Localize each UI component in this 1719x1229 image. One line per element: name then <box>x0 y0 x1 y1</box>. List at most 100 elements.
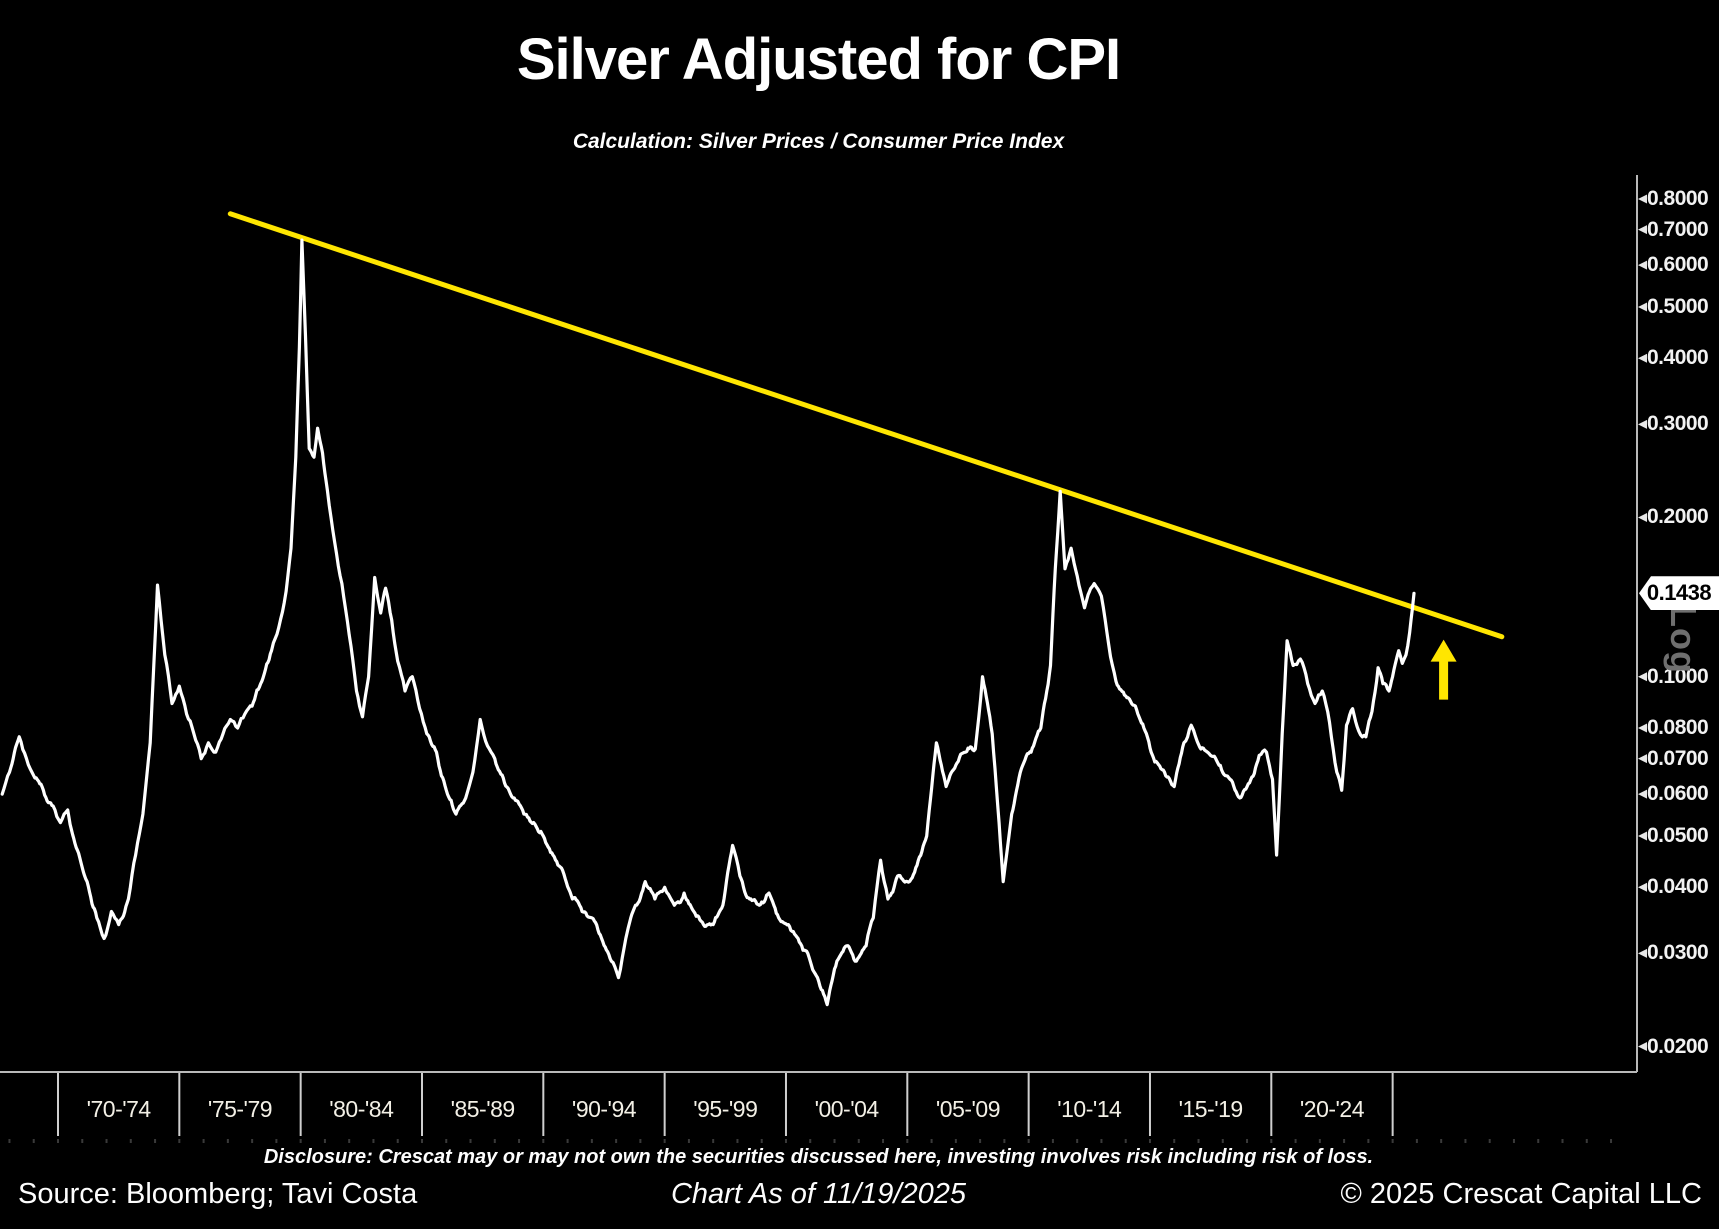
year-minor-tick <box>1221 1139 1224 1143</box>
y-tick-label: 0.7000 <box>1647 217 1709 241</box>
y-tick-mark <box>1638 831 1647 841</box>
y-tick-label: 0.0600 <box>1647 782 1709 806</box>
year-minor-tick <box>1440 1139 1443 1143</box>
source-text: Source: Bloomberg; Tavi Costa <box>18 1178 418 1210</box>
year-minor-tick <box>1173 1139 1176 1143</box>
y-tick-mark <box>1638 302 1647 312</box>
year-minor-tick <box>420 1139 423 1143</box>
year-minor-tick <box>251 1139 254 1143</box>
year-minor-tick <box>712 1139 715 1143</box>
y-tick-mark <box>1638 353 1647 363</box>
year-minor-tick <box>1391 1139 1394 1143</box>
year-minor-tick <box>372 1139 375 1143</box>
year-minor-tick <box>445 1139 448 1143</box>
year-minor-tick <box>493 1139 496 1143</box>
y-tick-label: 0.0400 <box>1647 875 1709 899</box>
year-minor-tick <box>590 1139 593 1143</box>
year-minor-tick <box>1367 1139 1370 1143</box>
chart-subtitle: Calculation: Silver Prices / Consumer Pr… <box>572 130 1065 153</box>
year-minor-tick <box>736 1139 739 1143</box>
year-minor-tick <box>566 1139 569 1143</box>
year-minor-tick <box>178 1139 181 1143</box>
year-minor-tick <box>1100 1139 1103 1143</box>
current-value-label: 0.1438 <box>1639 576 1719 611</box>
y-tick-mark <box>1638 723 1647 733</box>
year-minor-tick <box>882 1139 885 1143</box>
year-minor-tick <box>663 1139 666 1143</box>
year-minor-tick <box>930 1139 933 1143</box>
y-tick-mark <box>1638 882 1647 892</box>
year-minor-tick <box>1415 1139 1418 1143</box>
year-minor-tick <box>979 1139 982 1143</box>
year-minor-tick <box>906 1139 909 1143</box>
year-minor-tick <box>1343 1139 1346 1143</box>
year-minor-tick <box>348 1139 351 1143</box>
year-minor-tick <box>1197 1139 1200 1143</box>
year-minor-tick <box>542 1139 545 1143</box>
year-minor-tick <box>954 1139 957 1143</box>
year-minor-tick <box>639 1139 642 1143</box>
year-minor-tick <box>32 1139 35 1143</box>
y-tick-mark <box>1638 672 1647 682</box>
year-minor-tick <box>323 1139 326 1143</box>
y-tick-label: 0.0200 <box>1647 1034 1709 1058</box>
year-minor-tick <box>396 1139 399 1143</box>
price-line <box>0 238 1416 1007</box>
trendline <box>227 211 1505 640</box>
y-tick-label: 0.2000 <box>1647 505 1709 529</box>
y-tick-label: 0.1000 <box>1647 664 1709 688</box>
year-minor-tick <box>1124 1139 1127 1143</box>
year-minor-tick <box>518 1139 521 1143</box>
x-tick-label: '00-'04 <box>814 1096 880 1122</box>
y-tick-mark <box>1638 419 1647 429</box>
year-minor-tick <box>784 1139 787 1143</box>
year-minor-tick <box>1027 1139 1030 1143</box>
log-scale-label: Log <box>1663 605 1704 675</box>
year-minor-tick <box>1585 1139 1588 1143</box>
year-minor-tick <box>1148 1139 1151 1143</box>
year-minor-tick <box>1464 1139 1467 1143</box>
year-minor-tick <box>687 1139 690 1143</box>
x-tick-label: '10-'14 <box>1057 1096 1122 1122</box>
y-tick-label: 0.0500 <box>1647 823 1709 847</box>
copyright-text: © 2025 Crescat Capital LLC <box>1340 1178 1703 1210</box>
y-tick-mark <box>1638 260 1647 270</box>
year-minor-tick <box>1610 1139 1613 1143</box>
year-minor-tick <box>299 1139 302 1143</box>
y-tick-mark <box>1638 1042 1647 1052</box>
y-tick-label: 0.4000 <box>1647 346 1709 370</box>
x-tick-label: '80-'84 <box>329 1096 394 1122</box>
y-tick-mark <box>1638 512 1647 522</box>
x-tick-label: '20-'24 <box>1299 1096 1365 1122</box>
year-minor-tick <box>469 1139 472 1143</box>
year-minor-tick <box>275 1139 278 1143</box>
year-minor-tick <box>760 1139 763 1143</box>
year-minor-tick <box>833 1139 836 1143</box>
x-tick-label: '90-'94 <box>571 1096 637 1122</box>
year-minor-tick <box>857 1139 860 1143</box>
year-minor-tick <box>1318 1139 1321 1143</box>
year-minor-tick <box>226 1139 229 1143</box>
year-minor-tick <box>1537 1139 1540 1143</box>
year-minor-tick <box>1076 1139 1079 1143</box>
y-tick-label: 0.6000 <box>1647 253 1709 277</box>
year-minor-tick <box>8 1139 11 1143</box>
y-tick-label: 0.8000 <box>1647 186 1709 210</box>
year-minor-tick <box>1051 1139 1054 1143</box>
y-tick-mark <box>1638 789 1647 799</box>
y-tick-mark <box>1638 225 1647 235</box>
y-tick-label: 0.0800 <box>1647 716 1709 739</box>
year-minor-tick <box>1294 1139 1297 1143</box>
year-minor-tick <box>1270 1139 1273 1143</box>
year-minor-tick <box>1512 1139 1515 1143</box>
x-tick-label: '05-'09 <box>935 1096 1001 1122</box>
y-tick-mark <box>1638 194 1647 204</box>
y-tick-mark <box>1638 948 1647 958</box>
year-minor-tick <box>1488 1139 1491 1143</box>
page-title: Silver Adjusted for CPI <box>516 27 1121 92</box>
disclosure-text: Disclosure: Crescat may or may not own t… <box>263 1146 1374 1168</box>
y-tick-label: 0.3000 <box>1647 412 1709 436</box>
y-tick-label: 0.0300 <box>1647 941 1709 965</box>
y-tick-label: 0.5000 <box>1647 294 1709 318</box>
